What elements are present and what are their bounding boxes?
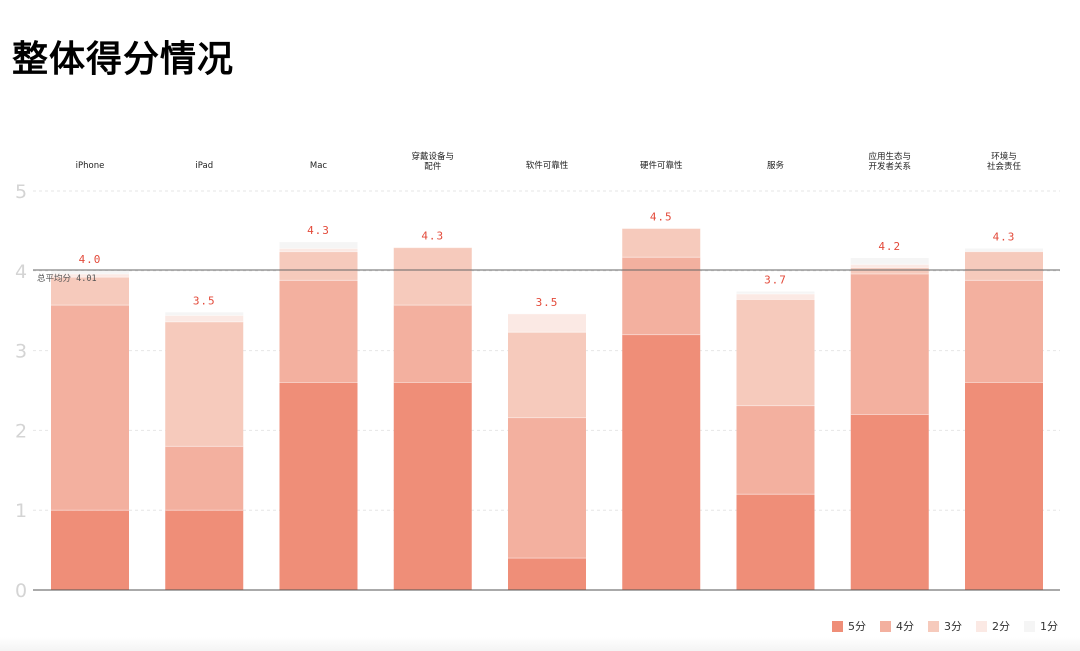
legend-item: 4分 xyxy=(880,618,914,634)
legend-label: 2分 xyxy=(992,620,1010,633)
bar-segment xyxy=(51,273,129,278)
bar-segment xyxy=(508,558,586,590)
bar-segment xyxy=(736,293,815,300)
bar-segment xyxy=(508,313,586,333)
y-tick-label: 2 xyxy=(15,420,27,442)
bar-segment xyxy=(850,264,929,268)
average-reference-label: 总平均分 4.01 xyxy=(37,273,97,284)
bar-segment xyxy=(279,382,358,590)
bar-segment xyxy=(965,251,1043,281)
bar-segment xyxy=(279,280,358,383)
legend-item: 2分 xyxy=(976,618,1010,634)
bar-segment xyxy=(736,291,815,294)
legend-item: 1分 xyxy=(1024,618,1058,634)
y-tick-label: 5 xyxy=(15,181,27,203)
category-label: Mac xyxy=(310,161,328,171)
category-label: 应用生态与 xyxy=(868,151,911,162)
category-label: iPad xyxy=(195,161,213,171)
bar-segment xyxy=(965,280,1043,383)
data-label: 4.5 xyxy=(650,211,673,224)
bar-segment xyxy=(393,382,472,590)
y-tick-label: 3 xyxy=(15,341,27,363)
bar-segment xyxy=(508,332,586,418)
data-label: 4.2 xyxy=(878,240,901,253)
category-label: 软件可靠性 xyxy=(526,160,569,171)
bar-segment xyxy=(965,382,1043,590)
bar-segment xyxy=(850,258,929,265)
y-tick-label: 1 xyxy=(15,500,27,522)
chart-legend: 5分 4分 3分 2分 1分 xyxy=(832,618,1058,634)
bar-segment xyxy=(736,405,815,495)
y-tick-label: 0 xyxy=(15,580,27,602)
bar-segment xyxy=(279,248,358,252)
bar-segment xyxy=(165,446,244,511)
bar-segment xyxy=(51,270,129,274)
category-label: 社会责任 xyxy=(987,161,1022,172)
legend-label: 1分 xyxy=(1040,620,1058,633)
legend-label: 4分 xyxy=(896,620,914,633)
bar-segment xyxy=(736,299,815,406)
data-label: 4.0 xyxy=(79,253,102,266)
data-label: 4.3 xyxy=(993,230,1016,243)
category-label: 硬件可靠性 xyxy=(640,160,683,171)
data-label: 3.5 xyxy=(193,294,216,307)
legend-swatch xyxy=(1024,620,1035,632)
data-label: 3.5 xyxy=(536,296,559,309)
bar-segment xyxy=(165,510,244,590)
legend-swatch xyxy=(880,620,891,632)
data-label: 4.3 xyxy=(307,224,330,237)
category-label: 开发者关系 xyxy=(868,161,911,172)
data-label: 3.7 xyxy=(764,274,787,287)
bar-segment xyxy=(622,257,701,335)
legend-item: 3分 xyxy=(928,618,962,634)
bar-segment xyxy=(850,267,929,274)
bar-segment xyxy=(279,242,358,249)
bar-segment xyxy=(622,228,701,258)
category-label: 环境与 xyxy=(991,151,1017,162)
bar-segment xyxy=(165,315,244,322)
page-title: 整体得分情况 xyxy=(12,39,235,80)
bar-segment xyxy=(51,277,129,306)
category-label: iPhone xyxy=(76,161,105,171)
bar-segment xyxy=(165,312,244,316)
bottom-fade xyxy=(0,637,1080,651)
bar-segment xyxy=(850,273,929,415)
bar-segment xyxy=(622,334,701,590)
bar-segment xyxy=(736,494,815,590)
legend-label: 3分 xyxy=(944,620,962,633)
category-label: 服务 xyxy=(767,160,785,171)
category-label: 穿戴设备与 xyxy=(411,151,454,162)
bar-segment xyxy=(279,251,358,281)
bar-segment xyxy=(51,510,129,590)
bar-segment xyxy=(393,305,472,383)
legend-swatch xyxy=(976,620,987,632)
bar-segment xyxy=(850,414,929,590)
legend-swatch xyxy=(928,620,939,632)
category-label: 配件 xyxy=(424,161,442,172)
bar-segment xyxy=(393,247,472,306)
y-tick-label: 4 xyxy=(15,261,27,283)
legend-swatch xyxy=(832,620,843,632)
bar-segment xyxy=(51,305,129,511)
legend-label: 5分 xyxy=(848,620,866,633)
bar-segment xyxy=(965,248,1043,252)
data-label: 4.3 xyxy=(421,230,444,243)
legend-item: 5分 xyxy=(832,618,866,634)
bar-segment xyxy=(508,417,586,559)
bar-segment xyxy=(165,321,244,447)
